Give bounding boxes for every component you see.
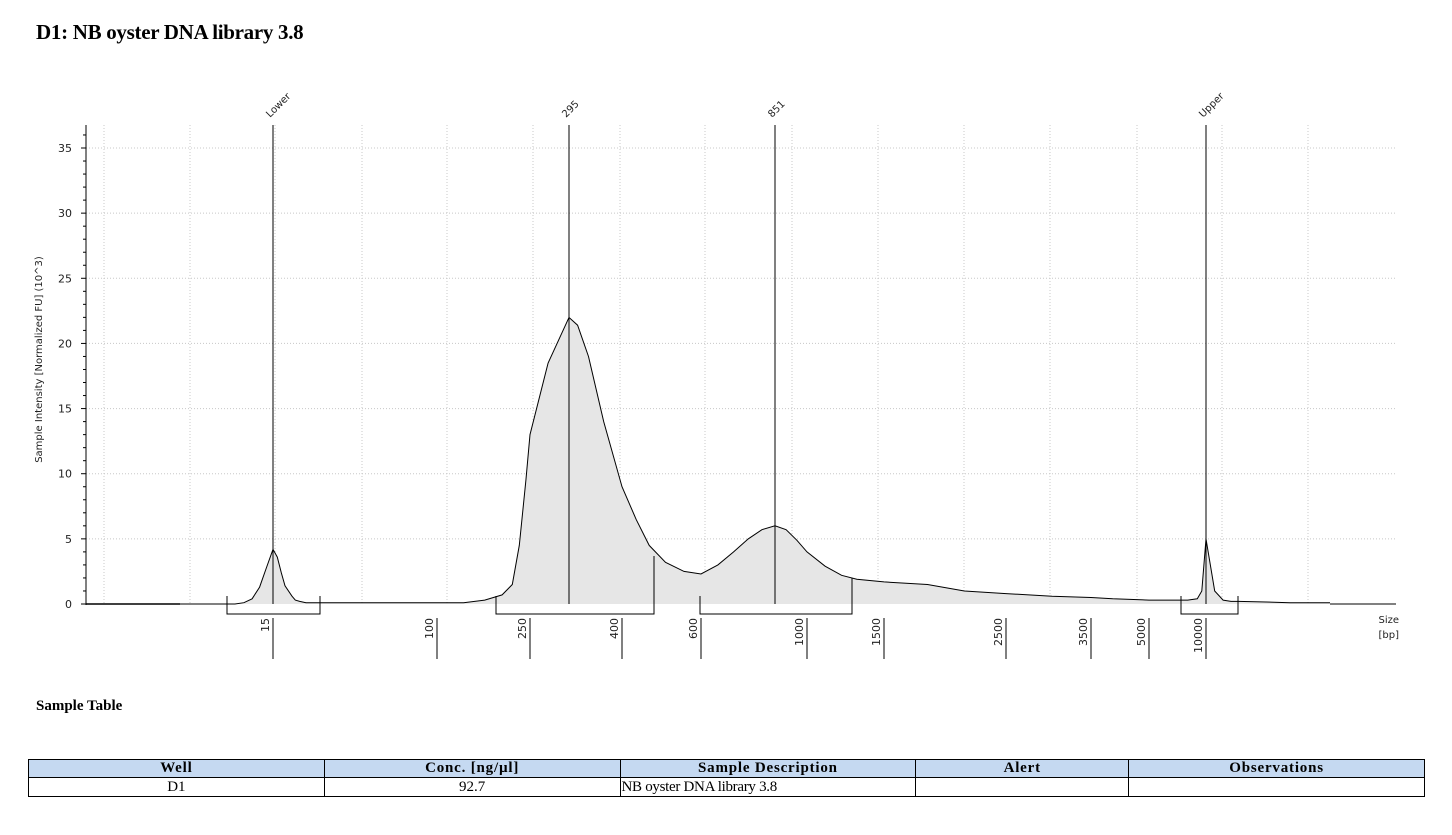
peak-label: 851 (766, 99, 787, 120)
cell-description: NB oyster DNA library 3.8 (619, 777, 917, 797)
y-tick-label: 25 (58, 272, 72, 285)
table-row: D1 92.7 NB oyster DNA library 3.8 (28, 777, 1425, 797)
x-tick-label: 15 (259, 618, 272, 632)
cell-observations (1128, 777, 1425, 797)
x-tick-label: 1000 (793, 618, 806, 646)
y-tick-label: 5 (65, 533, 72, 546)
cell-alert (915, 777, 1130, 797)
column-header-alert: Alert (915, 759, 1130, 778)
x-axis-label: Size (1378, 615, 1399, 626)
column-header-observations: Observations (1128, 759, 1425, 778)
column-header-well: Well (28, 759, 325, 778)
x-tick-label: 2500 (992, 618, 1005, 646)
y-tick-label: 35 (58, 142, 72, 155)
integration-region (495, 596, 655, 615)
integration-region (699, 596, 853, 615)
sample-table-header-row: Well Conc. [ng/µl] Sample Description Al… (28, 759, 1425, 778)
page-title: D1: NB oyster DNA library 3.8 (36, 20, 304, 44)
x-tick-label: 1500 (870, 618, 883, 646)
column-header-description: Sample Description (619, 759, 917, 778)
x-tick-label: 600 (687, 618, 700, 639)
x-tick-label: 250 (516, 618, 529, 639)
integration-region (226, 596, 321, 615)
y-tick-label: 10 (58, 468, 72, 481)
cell-conc: 92.7 (323, 777, 621, 797)
x-tick-label: 3500 (1077, 618, 1090, 646)
peak-label: Upper (1197, 90, 1227, 120)
y-tick-label: 20 (58, 337, 72, 350)
y-tick-label: 15 (58, 403, 72, 416)
y-tick-label: 0 (65, 598, 72, 611)
y-tick-label: 30 (58, 207, 72, 220)
trace-line (180, 316, 1330, 605)
x-tick-label: 10000 (1192, 618, 1205, 653)
cell-well: D1 (28, 777, 325, 797)
x-tick-label: 5000 (1135, 618, 1148, 646)
x-tick-label: 400 (608, 618, 621, 639)
sample-table: Well Conc. [ng/µl] Sample Description Al… (28, 759, 1425, 797)
x-tick-label: 100 (423, 618, 436, 639)
sample-table-heading: Sample Table (36, 698, 123, 714)
column-header-conc: Conc. [ng/µl] (323, 759, 621, 778)
x-axis-unit-label: [bp] (1379, 630, 1400, 641)
integration-region (1180, 596, 1239, 615)
peak-label: 295 (560, 99, 581, 120)
electropherogram-chart: 0 5 10 15 20 25 30 35 Sample Intensity [Normaliz… (34, 90, 1400, 659)
peak-label: Lower (264, 91, 294, 121)
y-axis-label: Sample Intensity [Normalized FU] (10^3) (34, 256, 45, 463)
